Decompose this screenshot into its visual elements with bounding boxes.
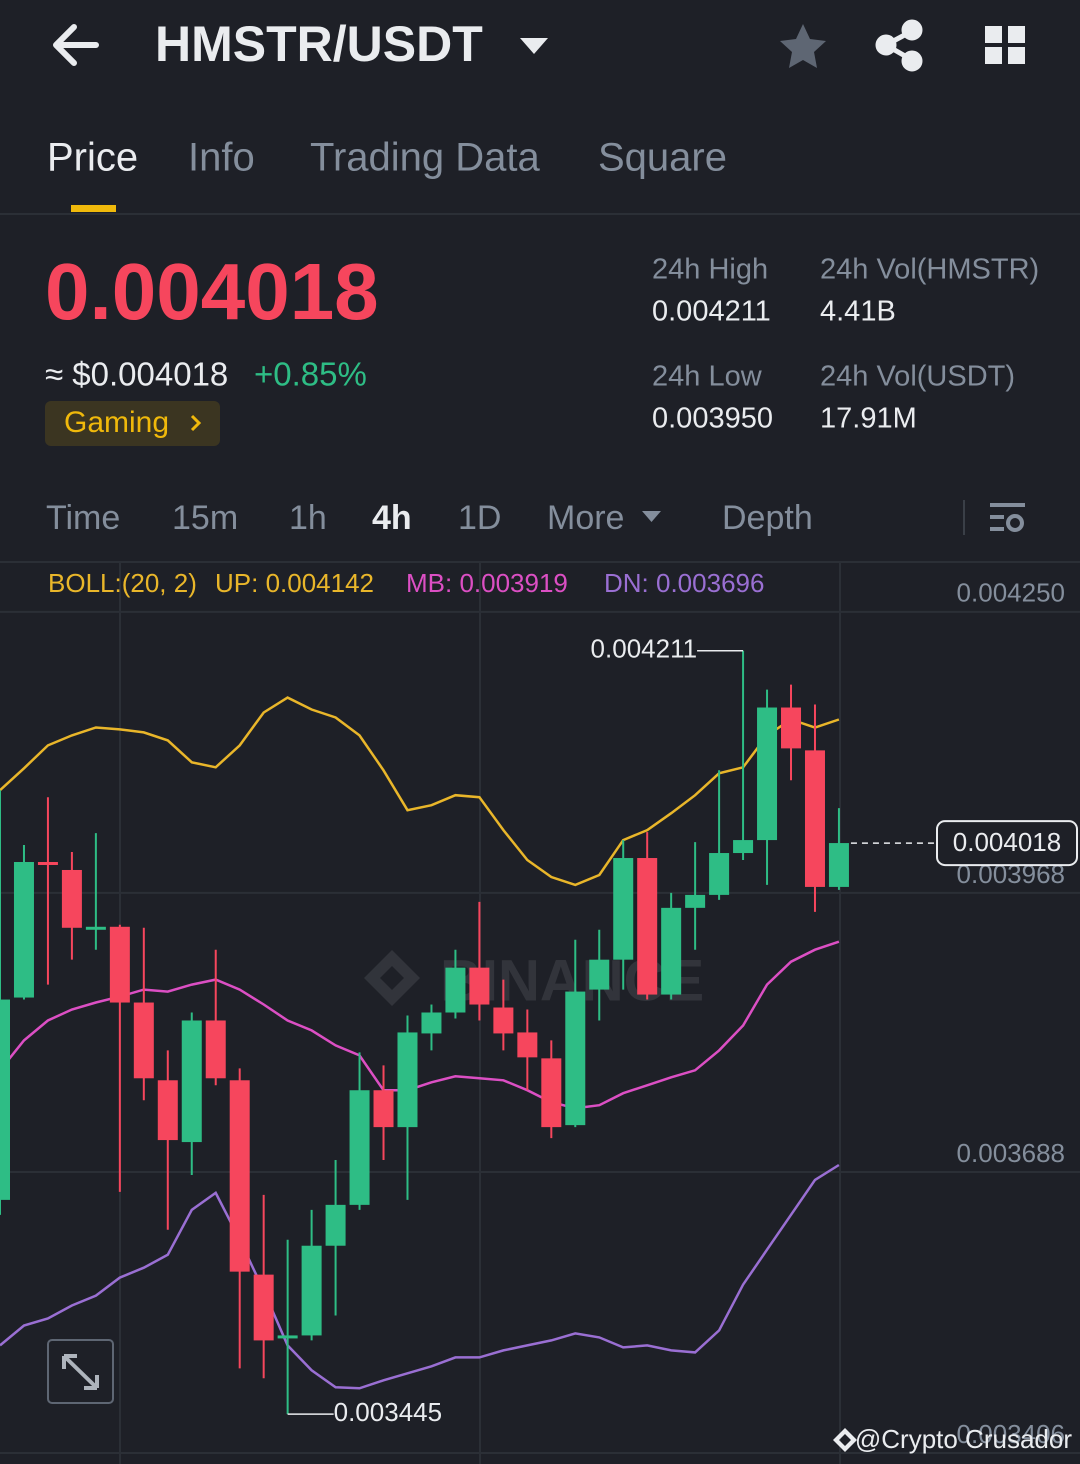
candle-body — [685, 894, 706, 908]
candle-body — [613, 858, 634, 960]
chart-settings[interactable] — [990, 503, 1025, 532]
candle-body — [85, 926, 106, 930]
interval-active[interactable]: 4h — [372, 499, 412, 537]
stat-label: 24h Low — [652, 361, 763, 393]
tag-chip[interactable] — [45, 401, 220, 446]
interval[interactable]: 1h — [289, 499, 327, 537]
candle-body — [13, 862, 34, 998]
legend-entry: UP: 0.004142 — [215, 568, 374, 598]
credit-icon — [833, 1428, 857, 1452]
legend-entry: DN: 0.003696 — [604, 568, 764, 598]
candle-body — [37, 862, 58, 865]
favorite-star[interactable] — [780, 24, 826, 68]
pair-title[interactable]: HMSTR/USDT — [155, 16, 483, 72]
interval[interactable]: Depth — [722, 499, 813, 537]
bollinger — [0, 696, 840, 1390]
stat-value: 17.91M — [820, 403, 917, 435]
candle-body — [517, 1032, 538, 1058]
candle-body — [0, 999, 10, 1200]
tab[interactable]: Price — [47, 136, 138, 180]
y-tick-label: 0.004250 — [957, 578, 1065, 608]
interval[interactable]: 1D — [458, 499, 501, 537]
tag-chevron — [190, 414, 202, 432]
candle-body — [589, 959, 610, 990]
low-label: 0.003445 — [334, 1397, 442, 1427]
candle-body — [397, 1032, 418, 1128]
stat-value: 4.41B — [820, 296, 896, 328]
candle-body — [181, 1020, 202, 1143]
candle-body — [157, 1080, 178, 1141]
separator — [963, 500, 965, 535]
last-price-box — [936, 820, 1078, 867]
credit: @Crypto Crusador — [855, 1424, 1072, 1454]
expand-button[interactable] — [47, 1339, 114, 1404]
back-button[interactable] — [53, 24, 99, 66]
legend-entry: MB: 0.003919 — [406, 568, 568, 598]
divider — [0, 561, 1080, 563]
candle-body — [325, 1204, 346, 1246]
last-price: 0.004018 — [45, 247, 379, 336]
grid-menu[interactable] — [985, 26, 1025, 64]
chart-labels: 0.0042500.0039680.0036880.0034060.004211… — [287, 578, 1078, 1449]
price-change: +0.85% — [254, 356, 367, 393]
band-line — [0, 696, 840, 887]
stat-label: 24h Vol(USDT) — [820, 361, 1015, 393]
tag-label[interactable]: Gaming — [64, 406, 169, 439]
candle-body — [253, 1274, 274, 1341]
tab-indicator — [71, 205, 116, 212]
candle-body — [541, 1058, 562, 1128]
pair-dropdown[interactable] — [520, 38, 548, 54]
tab[interactable]: Square — [598, 136, 727, 180]
interval[interactable]: More — [547, 499, 624, 537]
tab[interactable]: Info — [188, 136, 255, 180]
candle-body — [205, 1020, 226, 1079]
candle-body — [349, 1090, 370, 1205]
stat-value: 0.004211 — [652, 296, 771, 328]
band-line — [0, 940, 840, 1110]
candle-body — [421, 1012, 442, 1034]
candle-body — [804, 750, 825, 887]
candle-body — [828, 843, 849, 887]
grid — [0, 563, 1080, 1464]
divider — [0, 213, 1080, 215]
expand-icon — [62, 1354, 99, 1390]
more-dropdown[interactable] — [642, 511, 661, 522]
tab[interactable]: Trading Data — [310, 136, 541, 180]
candle-body — [301, 1245, 322, 1336]
candle-body — [709, 853, 730, 895]
stat-value: 0.003950 — [652, 403, 773, 435]
high-label: 0.004211 — [591, 634, 698, 664]
candles — [0, 650, 849, 1415]
usd-price: ≈ $0.004018 — [45, 356, 228, 393]
interval[interactable]: Time — [46, 499, 120, 537]
stat-label: 24h Vol(HMSTR) — [820, 254, 1039, 286]
candle-body — [637, 858, 658, 995]
candle-body — [781, 707, 802, 749]
y-tick-label: 0.003688 — [957, 1138, 1065, 1168]
candle-body — [229, 1080, 250, 1272]
indicator-label: BOLL:(20, 2) — [48, 568, 197, 598]
candle-body — [133, 1002, 154, 1079]
share-button[interactable] — [875, 19, 923, 72]
candle-body — [109, 926, 130, 1003]
band-line — [0, 1163, 840, 1390]
candle-body — [61, 869, 82, 928]
candle-body — [757, 707, 778, 841]
candle-body — [373, 1090, 394, 1128]
candle-body — [277, 1335, 298, 1339]
candle-body — [445, 967, 466, 1013]
candle-body — [661, 907, 682, 995]
interval[interactable]: 15m — [172, 499, 238, 537]
y-tick-label: 0.003406 — [957, 1419, 1065, 1449]
candle-body — [565, 991, 586, 1126]
candle-body — [733, 840, 754, 854]
candle-body — [469, 967, 490, 1005]
stat-label: 24h High — [652, 254, 768, 286]
last-price-label: 0.004018 — [953, 827, 1061, 857]
candle-body — [493, 1007, 514, 1034]
